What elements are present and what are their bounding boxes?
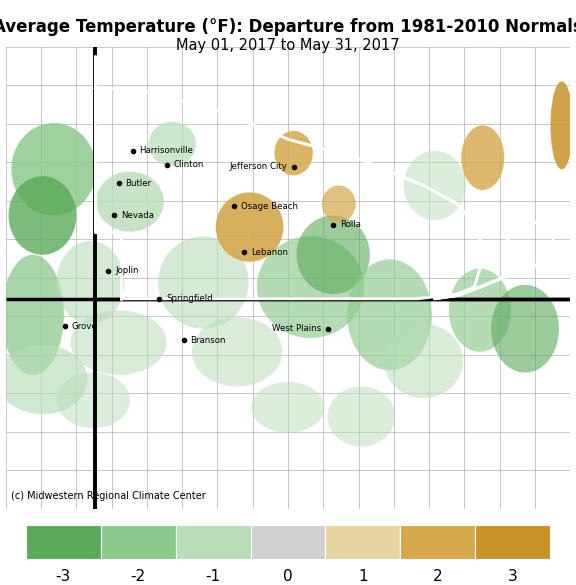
Text: 0: 0 [283,569,293,584]
Text: Rolla: Rolla [340,220,361,229]
Text: Average Temperature (°F): Departure from 1981-2010 Normals: Average Temperature (°F): Departure from… [0,18,576,36]
Ellipse shape [0,345,88,414]
Ellipse shape [274,131,313,176]
Bar [101,525,176,559]
Text: Butler: Butler [126,178,151,188]
Ellipse shape [461,125,504,190]
Text: (c) Midwestern Regional Climate Center: (c) Midwestern Regional Climate Center [12,491,206,501]
Ellipse shape [192,317,282,387]
Text: Lebanon: Lebanon [251,248,288,257]
Ellipse shape [328,387,395,446]
Text: 3: 3 [508,569,517,584]
Text: Joplin: Joplin [115,266,139,276]
Text: West Plains: West Plains [272,324,321,333]
Ellipse shape [216,192,283,261]
Ellipse shape [251,382,325,433]
Ellipse shape [2,254,64,375]
Ellipse shape [347,259,432,370]
Text: Grove: Grove [72,322,97,331]
Bar [26,525,101,559]
Bar [475,525,550,559]
Bar [251,525,325,559]
Text: Branson: Branson [190,336,226,345]
Ellipse shape [12,123,96,215]
Ellipse shape [9,176,76,255]
Text: Jefferson City: Jefferson City [229,163,287,171]
Ellipse shape [404,151,466,220]
Ellipse shape [384,324,463,398]
Ellipse shape [149,122,196,166]
Ellipse shape [56,241,124,324]
Text: Clinton: Clinton [173,160,204,169]
Text: Nevada: Nevada [121,211,154,220]
Text: -3: -3 [56,569,71,584]
Text: Springfield: Springfield [166,294,213,303]
Text: May 01, 2017 to May 31, 2017: May 01, 2017 to May 31, 2017 [176,38,400,53]
Text: Osage Beach: Osage Beach [241,202,298,211]
Ellipse shape [322,185,356,222]
Text: -2: -2 [131,569,146,584]
Ellipse shape [158,236,248,329]
Ellipse shape [71,310,166,375]
Bar [325,525,400,559]
Ellipse shape [449,269,511,352]
Ellipse shape [96,171,164,232]
Ellipse shape [297,215,370,294]
Ellipse shape [551,81,573,169]
Ellipse shape [491,285,559,373]
Ellipse shape [257,236,364,338]
Text: Harrisonville: Harrisonville [139,146,194,155]
Text: -1: -1 [206,569,221,584]
Bar [176,525,251,559]
Text: 2: 2 [433,569,442,584]
Text: 1: 1 [358,569,367,584]
Bar [400,525,475,559]
Ellipse shape [56,373,130,428]
